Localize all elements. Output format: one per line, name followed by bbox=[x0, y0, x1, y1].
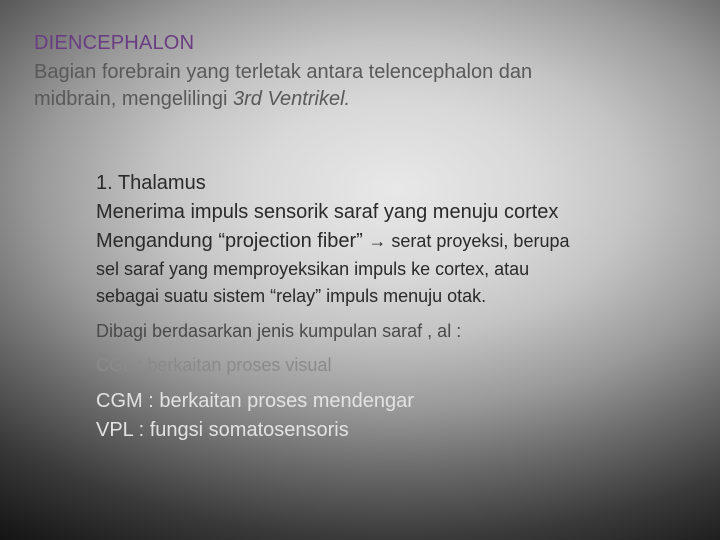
slide-subtitle-line2: midbrain, mengelilingi 3rd Ventrikel. bbox=[34, 86, 670, 113]
body-line-selsaraf: sel saraf yang memproyeksikan impuls ke … bbox=[96, 257, 660, 282]
slide-subtitle-line1: Bagian forebrain yang terletak antara te… bbox=[34, 59, 670, 86]
body-line-cgl: CGL : berkaitan proses visual bbox=[96, 353, 660, 378]
subtitle-line2-plain: midbrain, mengelilingi bbox=[34, 88, 233, 110]
body-line-relay: sebagai suatu sistem “relay” impuls menu… bbox=[96, 284, 660, 309]
spacer-2 bbox=[96, 345, 660, 353]
slide: DIENCEPHALON Bagian forebrain yang terle… bbox=[0, 0, 720, 540]
body-line-cgm: CGM : berkaitan proses mendengar bbox=[96, 388, 660, 415]
body-thalamus-heading: 1. Thalamus bbox=[96, 170, 660, 197]
body-line-dibagi: Dibagi berdasarkan jenis kumpulan saraf … bbox=[96, 319, 660, 344]
projection-text-b: serat proyeksi, berupa bbox=[386, 231, 569, 251]
body-block: 1. Thalamus Menerima impuls sensorik sar… bbox=[96, 170, 660, 446]
arrow-icon: → bbox=[368, 231, 386, 251]
body-line-vpl: VPL : fungsi somatosensoris bbox=[96, 417, 660, 444]
spacer-1 bbox=[96, 311, 660, 319]
body-line-projection: Mengandung “projection fiber” → serat pr… bbox=[96, 228, 660, 255]
spacer-3 bbox=[96, 380, 660, 388]
heading-block: DIENCEPHALON Bagian forebrain yang terle… bbox=[34, 30, 670, 113]
body-line-impuls: Menerima impuls sensorik saraf yang menu… bbox=[96, 199, 660, 226]
slide-title: DIENCEPHALON bbox=[34, 30, 670, 57]
subtitle-line2-italic: 3rd Ventrikel. bbox=[233, 88, 350, 110]
projection-text-a: Mengandung “projection fiber” bbox=[96, 230, 368, 252]
